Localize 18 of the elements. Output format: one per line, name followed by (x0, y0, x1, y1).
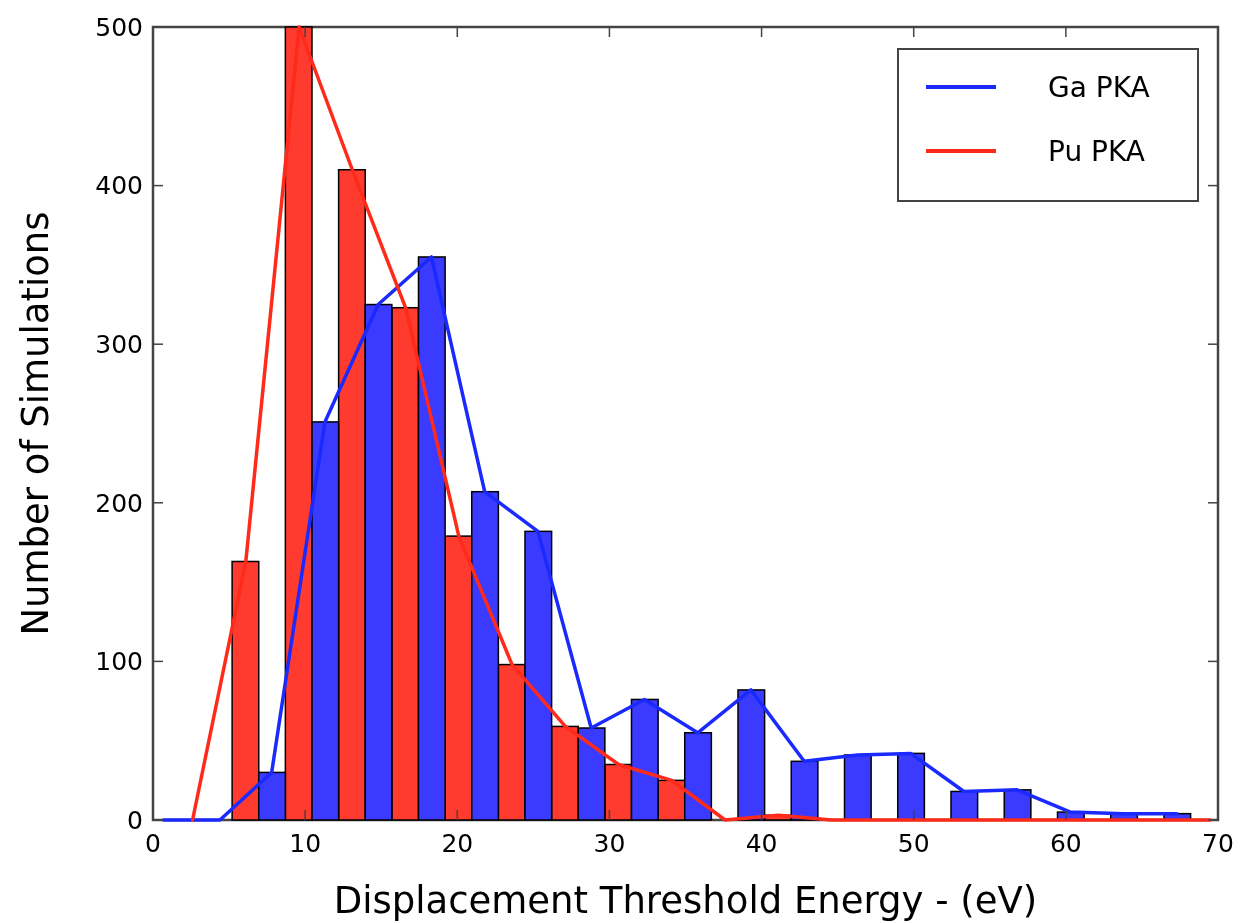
x-tick-label: 50 (897, 829, 930, 858)
y-tick-label: 500 (95, 12, 143, 42)
y-tick-label: 0 (127, 805, 143, 835)
y-tick-label: 400 (95, 171, 143, 201)
y-axis-title: Number of Simulations (14, 211, 57, 636)
x-tick-label: 70 (1202, 829, 1234, 858)
x-tick-label: 10 (289, 829, 322, 858)
y-tick-label: 300 (95, 329, 143, 359)
x-axis-title: Displacement Threshold Energy - (eV) (333, 879, 1038, 922)
x-tick-label: 30 (593, 829, 626, 858)
x-tick-label: 20 (441, 829, 474, 858)
legend-label: Ga PKA (1048, 70, 1150, 104)
x-tick-label: 60 (1049, 829, 1082, 858)
y-tick-label: 100 (95, 647, 143, 677)
y-tick-label: 200 (95, 488, 143, 518)
legend-label: Pu PKA (1048, 134, 1145, 168)
x-tick-label: 40 (745, 829, 778, 858)
x-tick-label: 0 (145, 829, 161, 858)
